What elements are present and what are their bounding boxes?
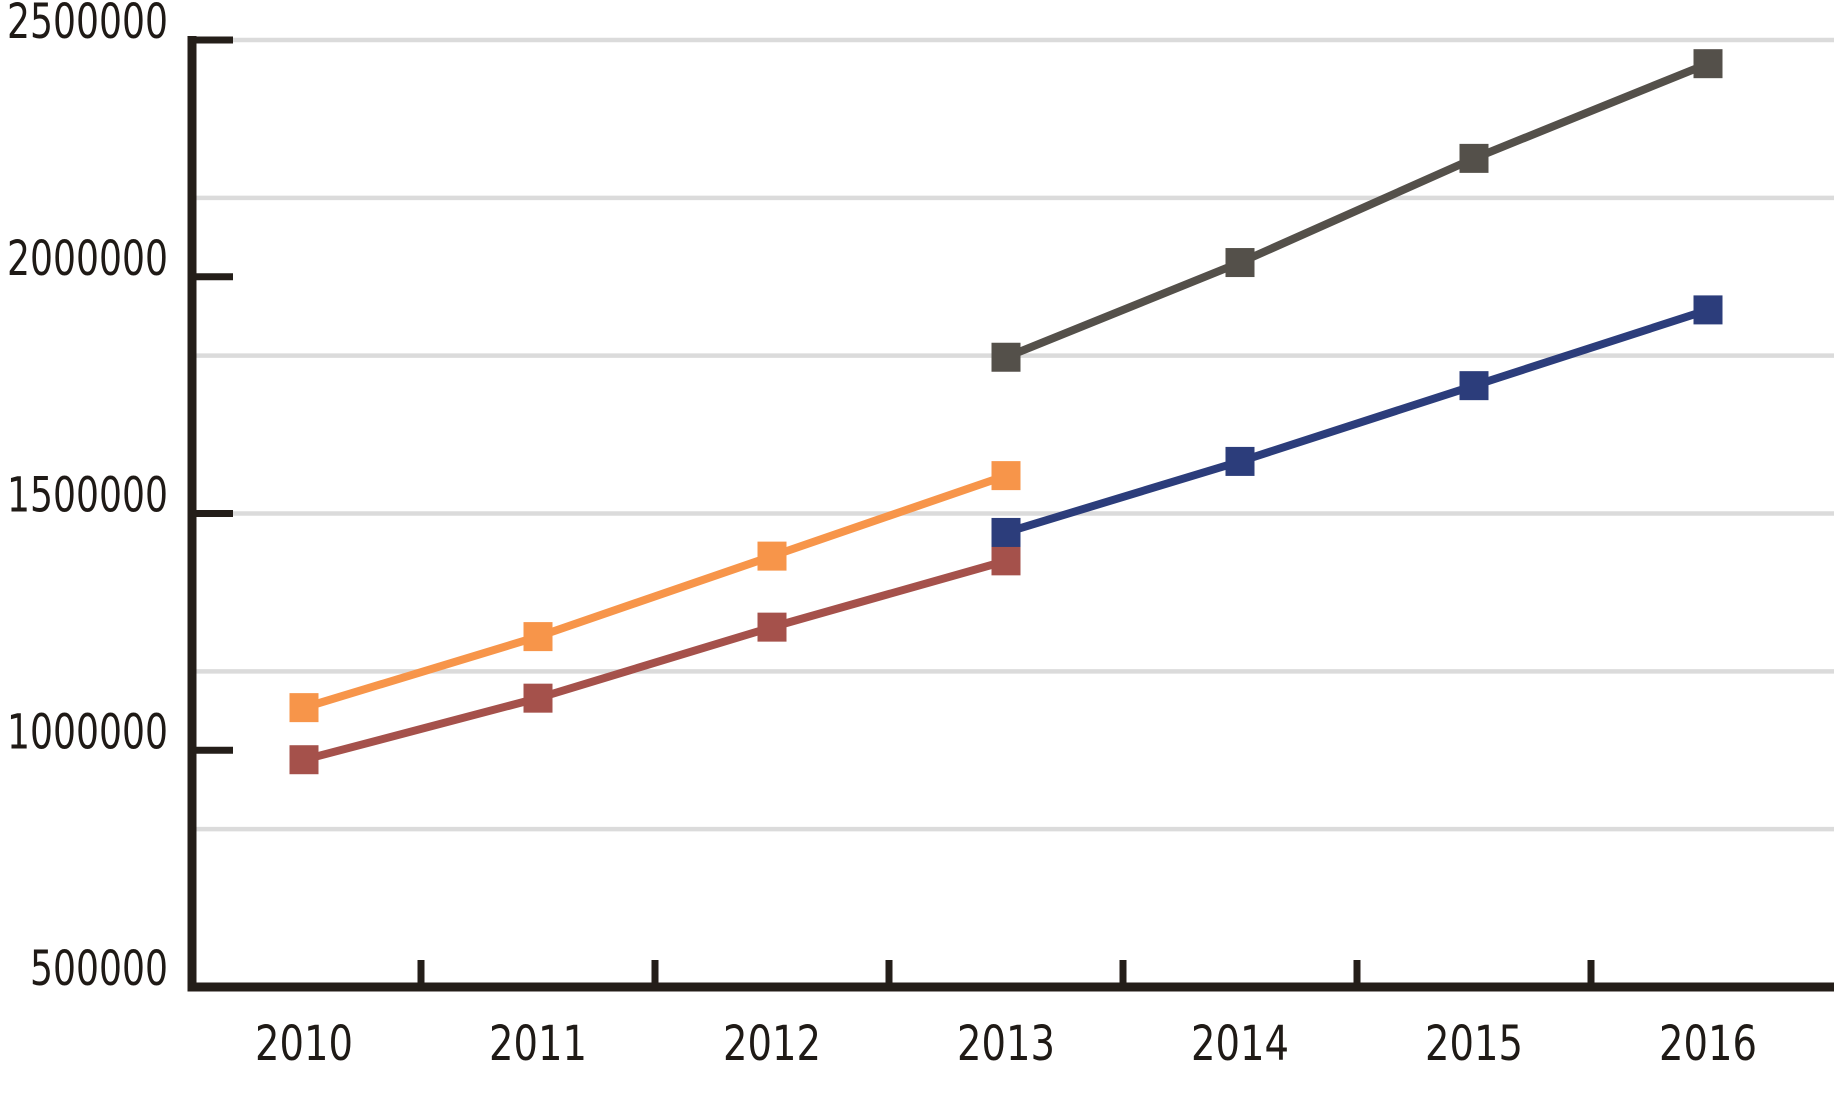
navy-series-marker (1693, 295, 1723, 325)
x-axis-tick-label: 2010 (255, 1016, 353, 1072)
orange-series-line (302, 471, 1008, 712)
y-axis-tick-label: 1000000 (7, 704, 168, 760)
x-axis-tick-label: 2011 (489, 1016, 587, 1072)
dark-gray-series-marker (991, 342, 1021, 372)
x-axis-tick-label: 2012 (723, 1016, 821, 1072)
dark-red-series-marker (757, 612, 787, 642)
dark-red-series-line (302, 557, 1008, 764)
dark-gray-series-marker (1693, 49, 1723, 79)
orange-series-marker (757, 541, 787, 571)
y-axis-tick-label: 2500000 (7, 0, 168, 50)
x-axis-tick-label: 2013 (957, 1016, 1055, 1072)
navy-series-marker (1459, 371, 1489, 401)
x-axis-tick-label: 2014 (1191, 1016, 1289, 1072)
y-axis-tick-label: 2000000 (7, 231, 168, 287)
y-axis-tick-label: 1500000 (7, 468, 168, 524)
dark-gray-series-line (1004, 59, 1710, 361)
dark-red-series-marker (289, 745, 319, 775)
orange-series-marker (289, 693, 319, 723)
dark-gray-series-marker (1459, 143, 1489, 173)
orange-series-marker (523, 622, 553, 652)
navy-series-marker (1225, 446, 1255, 476)
dark-red-series-marker (523, 683, 553, 713)
navy-series-line (1004, 306, 1710, 537)
navy-series-marker (991, 517, 1021, 547)
x-axis-tick-label: 2015 (1425, 1016, 1523, 1072)
orange-series-marker (991, 461, 1021, 491)
dark-gray-series-marker (1225, 248, 1255, 278)
x-axis-tick-label: 2016 (1659, 1016, 1757, 1072)
dark-red-series-marker (991, 546, 1021, 576)
y-axis-tick-label: 500000 (30, 941, 168, 997)
